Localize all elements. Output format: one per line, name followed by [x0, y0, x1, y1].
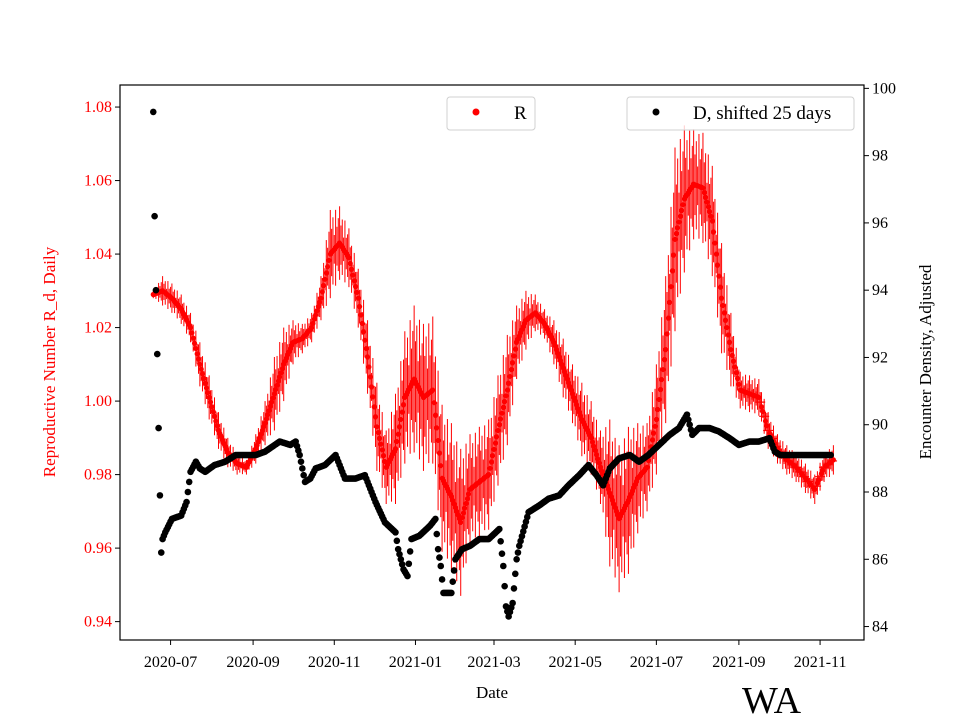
d-point: [686, 421, 693, 429]
d-point: [502, 603, 510, 610]
x-tick-label: 2021-07: [630, 654, 683, 671]
right-tick-label: 94: [872, 282, 888, 299]
legend-d: D, shifted 25 days: [626, 96, 855, 131]
left-tick-label: 1.02: [84, 320, 112, 337]
left-tick-label: 1.08: [84, 99, 112, 116]
legend-r-box: [446, 96, 536, 131]
d-point: [184, 488, 192, 496]
x-tick-label: 2020-11: [308, 654, 361, 671]
d-point: [511, 570, 519, 578]
x-tick-label: 2021-05: [549, 654, 602, 671]
d-point: [397, 555, 405, 563]
plot-frame: [119, 84, 865, 641]
d-point: [496, 525, 503, 533]
x-axis-label: Date: [476, 683, 508, 702]
d-point: [500, 562, 507, 570]
d-point: [157, 549, 165, 556]
d-point: [392, 529, 399, 536]
legend-d-label: D, shifted 25 days: [693, 103, 831, 124]
right-tick-label: 86: [872, 551, 888, 568]
d-point: [433, 530, 441, 538]
left-y-axis-label: Reproductive Number R_d, Daily: [40, 246, 59, 477]
right-tick-label: 90: [872, 417, 888, 434]
d-point: [149, 108, 157, 116]
left-tick-label: 1.00: [84, 393, 112, 410]
legend-d-marker: [652, 108, 660, 116]
d-point: [185, 478, 193, 486]
d-point: [296, 451, 303, 459]
d-point: [299, 465, 306, 472]
d-point: [514, 549, 522, 556]
d-point: [152, 286, 160, 294]
right-tick-label: 96: [872, 215, 888, 232]
right-y-axis: 84 86 88 90 92 94 96 98 100: [864, 80, 896, 636]
d-point: [513, 555, 520, 563]
d-point: [405, 560, 413, 568]
d-point: [396, 550, 403, 558]
d-point: [394, 545, 402, 553]
d-point: [393, 537, 401, 545]
d-point: [827, 451, 835, 459]
r-point: [830, 457, 836, 463]
x-tick-label: 2020-09: [226, 654, 279, 671]
d-point: [509, 599, 516, 607]
right-tick-label: 100: [872, 80, 896, 97]
right-tick-label: 84: [872, 619, 888, 636]
legend-d-box: [626, 96, 855, 131]
d-point: [404, 572, 411, 580]
d-point: [449, 578, 457, 585]
d-point: [685, 416, 692, 423]
legend-r: R: [446, 96, 536, 131]
state-annotation: WA: [742, 680, 802, 720]
d-point: [297, 458, 305, 466]
d-point: [432, 515, 439, 523]
left-tick-label: 0.94: [84, 614, 112, 631]
left-tick-label: 1.04: [84, 246, 112, 263]
d-point: [438, 576, 446, 583]
legend-r-marker: [472, 108, 480, 116]
d-point: [406, 548, 414, 555]
d-point: [183, 498, 190, 506]
d-point: [498, 550, 506, 557]
d-point: [501, 582, 508, 590]
d-point: [398, 561, 406, 568]
d-point: [497, 538, 504, 545]
d-point: [683, 411, 691, 418]
d-point: [448, 589, 455, 597]
d-point: [510, 585, 518, 592]
d-point: [437, 562, 445, 570]
left-tick-label: 0.96: [84, 540, 112, 557]
d-point: [450, 567, 458, 574]
x-axis: 2020-07 2020-09 2020-11 2021-01 2021-03 2021-…: [144, 640, 847, 671]
d-point: [156, 492, 164, 499]
d-point: [151, 212, 158, 220]
x-tick-label: 2021-03: [467, 654, 520, 671]
x-tick-label: 2021-01: [389, 654, 442, 671]
x-tick-label: 2020-07: [144, 654, 197, 671]
left-tick-label: 0.98: [84, 467, 112, 484]
left-y-axis: 0.94 0.96 0.98 1.00 1.02 1.04 1.06 1.08: [84, 99, 120, 631]
d-point: [153, 350, 161, 358]
right-tick-label: 88: [872, 484, 888, 501]
d-point: [155, 424, 162, 432]
d-point: [436, 554, 443, 561]
x-tick-label: 2021-09: [712, 654, 765, 671]
x-tick-label: 2021-11: [794, 654, 847, 671]
d-point: [434, 545, 442, 553]
right-tick-label: 92: [872, 349, 888, 366]
d-point: [300, 471, 307, 479]
right-tick-label: 98: [872, 148, 888, 165]
legend-r-label: R: [514, 103, 527, 124]
d-series: [149, 108, 835, 620]
r-series: [150, 125, 838, 596]
right-y-axis-label: Encounter Density, Adjusted: [916, 264, 935, 459]
left-tick-label: 1.06: [84, 173, 112, 190]
